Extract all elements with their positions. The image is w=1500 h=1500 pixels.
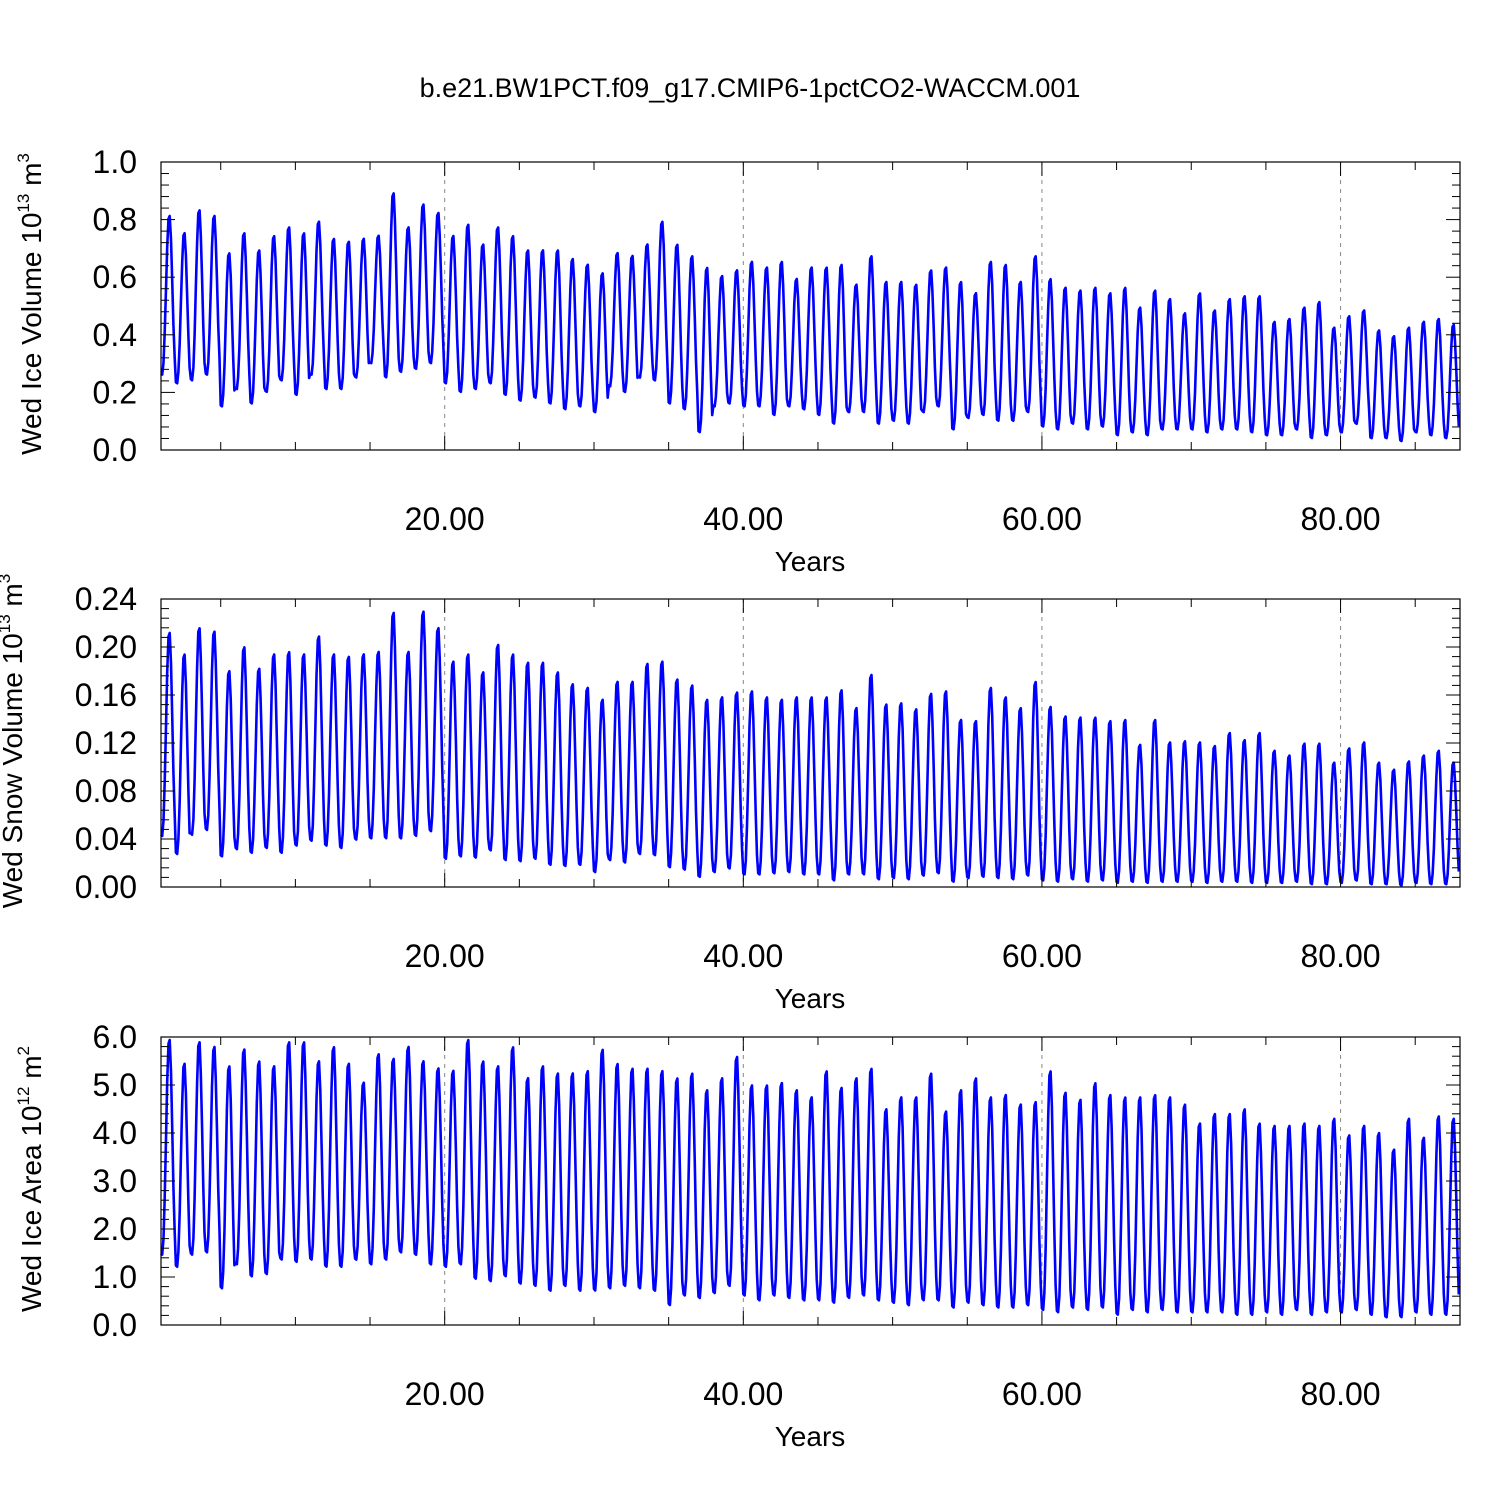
panels: 20.00 40.00 60.00 80.00 Years 0.0 0.2 0.4 0.6 0.8…	[0, 144, 1461, 1452]
x-tick-label-0: 20.00	[405, 501, 485, 537]
y-tick-label-3: 0.12	[75, 725, 137, 761]
chart-panel-1: 20.00 40.00 60.00 80.00 Years 0.0 0.2 0.4 0.6 0.8…	[14, 144, 1461, 577]
y-tick-label-5: 5.0	[93, 1067, 137, 1103]
x-tick-label-2: 60.00	[1002, 938, 1082, 974]
data-line	[160, 1038, 1461, 1319]
y-tick-label-3: 0.6	[93, 259, 137, 295]
x-axis-label: Years	[775, 546, 846, 577]
x-tick-label-0: 20.00	[405, 938, 485, 974]
y-tick-label-1: 0.2	[93, 374, 137, 410]
x-tick-label-2: 60.00	[1002, 1376, 1082, 1412]
y-tick-label-2: 0.08	[75, 773, 137, 809]
x-tick-label-1: 40.00	[703, 1376, 783, 1412]
x-tick-label-3: 80.00	[1301, 501, 1381, 537]
y-tick-label-0: 0.00	[75, 869, 137, 905]
data-line	[160, 610, 1461, 887]
y-tick-label-4: 0.8	[93, 202, 137, 238]
y-tick-label-2: 0.4	[93, 317, 137, 353]
x-axis-label: Years	[775, 983, 846, 1014]
y-axis-label: Wed Ice Area 1012 m2	[14, 1046, 47, 1312]
y-tick-label-5: 0.20	[75, 629, 137, 665]
plot-frame	[160, 598, 1461, 888]
y-tick-label-2: 2.0	[93, 1211, 137, 1247]
data-line	[160, 192, 1461, 443]
chart-title: b.e21.BW1PCT.f09_g17.CMIP6-1pctCO2-WACCM…	[420, 73, 1081, 103]
x-tick-label-2: 60.00	[1002, 501, 1082, 537]
x-axis-label: Years	[775, 1421, 846, 1452]
y-tick-label-0: 0.0	[93, 432, 137, 468]
plot-frame	[160, 161, 1461, 451]
x-tick-label-1: 40.00	[703, 938, 783, 974]
y-tick-label-3: 3.0	[93, 1163, 137, 1199]
x-tick-label-1: 40.00	[703, 501, 783, 537]
y-tick-label-1: 1.0	[93, 1259, 137, 1295]
x-tick-label-0: 20.00	[405, 1376, 485, 1412]
y-tick-label-5: 1.0	[93, 144, 137, 180]
y-tick-label-4: 4.0	[93, 1115, 137, 1151]
y-tick-label-0: 0.0	[93, 1307, 137, 1343]
y-tick-label-1: 0.04	[75, 821, 137, 857]
y-axis-label: Wed Snow Volume 1013 m3	[0, 574, 28, 908]
y-tick-label-4: 0.16	[75, 677, 137, 713]
y-tick-label-6: 6.0	[93, 1019, 137, 1055]
chart-panel-2: 20.00 40.00 60.00 80.00 Years 0.00 0.04 0.08 0.1…	[0, 574, 1461, 1014]
y-axis-label: Wed Ice Volume 1013 m3	[14, 153, 47, 455]
chart-panel-3: 20.00 40.00 60.00 80.00 Years 0.0 1.0 2.0 3.0 4.0…	[14, 1019, 1461, 1452]
x-tick-label-3: 80.00	[1301, 938, 1381, 974]
y-tick-label-6: 0.24	[75, 581, 137, 617]
x-tick-label-3: 80.00	[1301, 1376, 1381, 1412]
